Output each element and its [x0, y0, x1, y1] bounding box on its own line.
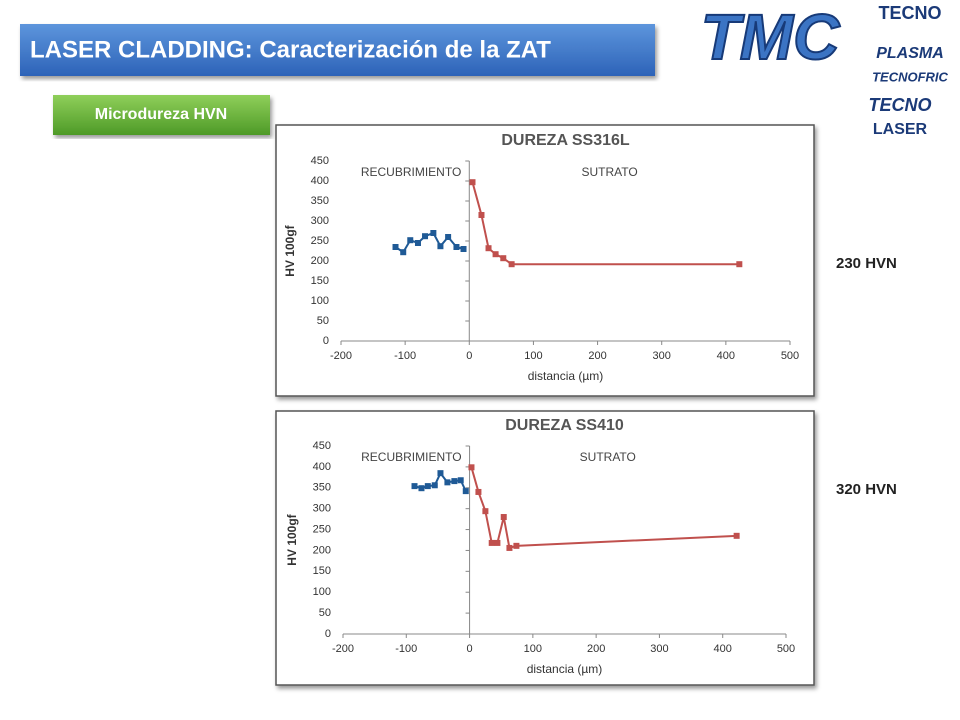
point: [445, 234, 452, 240]
chart-title: DUREZA SS316L: [501, 132, 630, 149]
point: [422, 233, 429, 240]
y-tick-label: 100: [313, 586, 331, 598]
point: [513, 542, 520, 549]
point: [460, 246, 467, 252]
x-tick-label: 300: [650, 643, 668, 655]
point: [414, 240, 421, 246]
logo-text: PLASMA: [876, 45, 944, 62]
y-tick-label: 150: [311, 275, 329, 287]
x-tick-label: 400: [714, 643, 732, 655]
hardness-label: 320 HVN: [836, 481, 897, 498]
y-tick-label: 250: [311, 235, 329, 247]
chart-title: DUREZA SS410: [505, 417, 624, 434]
y-tick-label: 300: [313, 503, 331, 515]
y-tick-label: 200: [313, 544, 331, 556]
y-axis-label: HV 100gf: [283, 224, 297, 276]
chart-frame: [275, 410, 815, 686]
x-tick-label: -100: [394, 350, 416, 362]
point: [457, 477, 464, 484]
y-tick-label: 350: [313, 482, 331, 494]
series-line: [394, 231, 464, 254]
x-tick-label: -200: [332, 643, 354, 655]
x-tick-label: -200: [330, 350, 352, 362]
y-tick-label: 0: [323, 335, 329, 347]
logo-text: TECNO: [869, 95, 932, 115]
point: [468, 464, 475, 471]
point: [475, 488, 482, 495]
x-tick-label: 500: [777, 643, 795, 655]
point: [392, 244, 399, 250]
y-tick-label: 450: [311, 155, 329, 167]
y-tick-label: 50: [319, 607, 331, 619]
y-tick-label: 400: [313, 461, 331, 473]
point: [424, 483, 431, 490]
point: [500, 255, 507, 262]
point: [407, 237, 414, 244]
x-tick-label: 200: [588, 350, 606, 362]
logo-text: TECNO: [879, 3, 942, 23]
x-tick-label: -100: [395, 643, 417, 655]
point: [462, 488, 469, 495]
point: [492, 251, 499, 258]
logo-text: LASER: [873, 121, 928, 138]
annotation: RECUBRIMIENTO: [361, 450, 461, 464]
x-tick-label: 100: [524, 350, 542, 362]
y-tick-label: 450: [313, 440, 331, 452]
point: [478, 212, 485, 218]
logo-tmc: TMC: [701, 1, 840, 73]
x-tick-label: 0: [467, 643, 473, 655]
y-tick-label: 350: [311, 195, 329, 207]
hardness-label: 230 HVN: [836, 255, 897, 272]
point: [508, 261, 515, 268]
annotation: SUTRATO: [580, 450, 636, 464]
x-tick-label: 100: [524, 643, 542, 655]
y-tick-label: 50: [317, 315, 329, 327]
point: [500, 514, 507, 521]
point: [437, 470, 444, 477]
x-tick-label: 200: [587, 643, 605, 655]
logo-text: TECNOFRIC: [872, 69, 948, 84]
point: [444, 479, 451, 486]
y-axis-label: HV 100gf: [285, 513, 299, 565]
point: [485, 245, 492, 252]
y-tick-label: 150: [313, 565, 331, 577]
title-bar: [20, 24, 655, 76]
point: [451, 478, 458, 485]
point: [488, 539, 495, 546]
point: [418, 485, 425, 492]
chart-frame: [275, 124, 815, 397]
point: [733, 532, 740, 539]
point: [431, 482, 438, 489]
x-tick-label: 400: [717, 350, 735, 362]
section-label: Microdureza HVN: [95, 106, 227, 123]
y-tick-label: 250: [313, 523, 331, 535]
y-tick-label: 200: [311, 255, 329, 267]
point: [494, 539, 501, 546]
point: [411, 483, 418, 490]
x-axis-label: distancia (µm): [527, 662, 603, 676]
point: [736, 261, 743, 268]
x-tick-label: 0: [466, 350, 472, 362]
point: [506, 544, 513, 551]
point: [437, 243, 444, 250]
section-button: [53, 95, 270, 135]
point: [469, 179, 476, 186]
y-tick-label: 400: [311, 175, 329, 187]
point: [400, 249, 407, 256]
y-tick-label: 0: [325, 628, 331, 640]
x-tick-label: 500: [781, 350, 799, 362]
point: [430, 230, 437, 236]
slide-title: LASER CLADDING: Caracterización de la ZA…: [30, 36, 551, 63]
y-tick-label: 300: [311, 215, 329, 227]
point: [453, 244, 460, 250]
annotation: SUTRATO: [582, 165, 638, 179]
point: [482, 508, 489, 515]
y-tick-label: 100: [311, 295, 329, 307]
annotation: RECUBRIMIENTO: [361, 165, 461, 179]
x-axis-label: distancia (µm): [528, 369, 604, 383]
x-tick-label: 300: [653, 350, 671, 362]
